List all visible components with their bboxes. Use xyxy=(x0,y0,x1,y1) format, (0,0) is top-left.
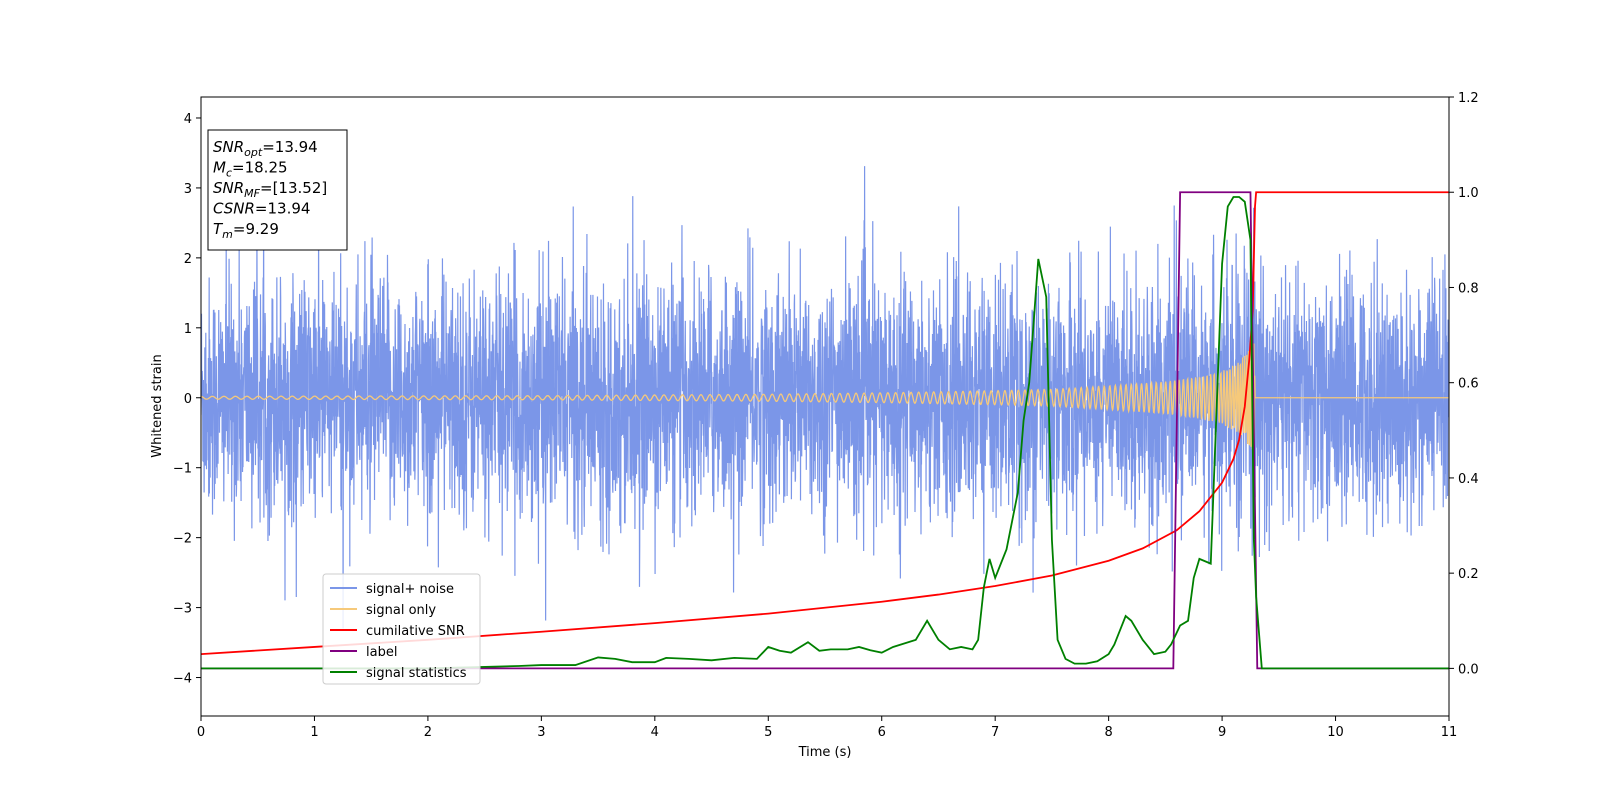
x-tick-label: 1 xyxy=(310,725,318,740)
x-tick-label: 0 xyxy=(197,725,205,740)
y-left-tick-label: 0 xyxy=(184,392,192,407)
y-left-tick-label: 1 xyxy=(184,322,192,337)
y-right-tick-label: 0.2 xyxy=(1458,567,1479,582)
info-line: CSNR=13.94 xyxy=(213,200,310,218)
x-axis-label: Time (s) xyxy=(798,745,852,760)
info-box: SNRopt=13.94Mc=18.25SNRMF=[13.52]CSNR=13… xyxy=(207,129,348,251)
x-tick-label: 11 xyxy=(1441,725,1458,740)
legend-label: cumilative SNR xyxy=(366,624,465,639)
legend-frame xyxy=(322,573,481,685)
info-subscript: opt xyxy=(244,146,263,159)
info-box-frame xyxy=(207,129,348,251)
info-value: =18.25 xyxy=(232,159,288,177)
legend-label: signal+ noise xyxy=(366,582,454,597)
info-subscript: m xyxy=(222,228,233,241)
x-tick-label: 2 xyxy=(424,725,432,740)
y-left-tick-label: −3 xyxy=(173,602,192,617)
y-left-tick-label: 2 xyxy=(184,252,192,267)
y-right-tick-label: 0.8 xyxy=(1458,281,1479,296)
info-value: =13.94 xyxy=(262,138,318,156)
y-left-tick-label: −2 xyxy=(173,532,192,547)
x-tick-label: 8 xyxy=(1104,725,1112,740)
y-left-axis-ticks: −4 −3 −2 −1 0 1 2 3 4 xyxy=(173,112,201,687)
y-right-tick-label: 1.2 xyxy=(1458,91,1479,106)
y-left-tick-label: −1 xyxy=(173,462,192,477)
x-tick-label: 6 xyxy=(878,725,886,740)
legend-label: signal statistics xyxy=(366,666,467,681)
y-left-tick-label: 4 xyxy=(184,112,192,127)
y-right-tick-label: 1.0 xyxy=(1458,186,1479,201)
y-right-tick-label: 0.6 xyxy=(1458,377,1479,392)
x-tick-label: 4 xyxy=(651,725,659,740)
series-line-cumulative-snr xyxy=(201,191,1449,655)
info-line: Tm=9.29 xyxy=(213,220,279,241)
legend: signal+ noise signal only cumilative SNR la… xyxy=(322,573,481,685)
info-symbol: SNR xyxy=(213,179,244,197)
x-tick-label: 3 xyxy=(537,725,545,740)
y-right-tick-label: 0.0 xyxy=(1458,662,1479,677)
legend-label: label xyxy=(366,645,397,660)
series-line-signal-plus-noise xyxy=(201,166,1449,629)
x-tick-label: 10 xyxy=(1327,725,1344,740)
legend-label: signal only xyxy=(366,603,436,618)
info-subscript: MF xyxy=(244,187,260,200)
info-symbol: CSNR xyxy=(213,200,255,218)
x-tick-label: 7 xyxy=(991,725,999,740)
series-layer xyxy=(201,166,1449,670)
y-left-tick-label: −4 xyxy=(173,672,192,687)
y-left-tick-label: 3 xyxy=(184,182,192,197)
info-symbol: M xyxy=(213,159,226,177)
series-line-signal-only xyxy=(201,343,1449,452)
info-value: =9.29 xyxy=(233,220,279,238)
info-line: SNRopt=13.94 xyxy=(213,138,318,159)
y-right-axis-ticks: 0.0 0.2 0.4 0.6 0.8 1.0 1.2 xyxy=(1449,91,1479,677)
y-axis-label-left: Whitened strain xyxy=(150,354,165,457)
info-line: SNRMF=[13.52] xyxy=(213,179,327,200)
plot-frame xyxy=(200,96,1450,717)
series-line-signal-statistics xyxy=(201,196,1449,670)
x-axis-ticks: 0 1 2 3 4 5 6 7 8 9 10 11 xyxy=(197,716,1457,740)
info-value: =[13.52] xyxy=(260,179,327,197)
x-tick-label: 9 xyxy=(1218,725,1226,740)
x-tick-label: 5 xyxy=(764,725,772,740)
info-line: Mc=18.25 xyxy=(213,159,288,180)
y-right-tick-label: 0.4 xyxy=(1458,472,1479,487)
info-symbol: T xyxy=(213,220,224,238)
info-subscript: c xyxy=(226,167,232,180)
info-symbol: SNR xyxy=(213,138,244,156)
info-value: =13.94 xyxy=(255,200,311,218)
